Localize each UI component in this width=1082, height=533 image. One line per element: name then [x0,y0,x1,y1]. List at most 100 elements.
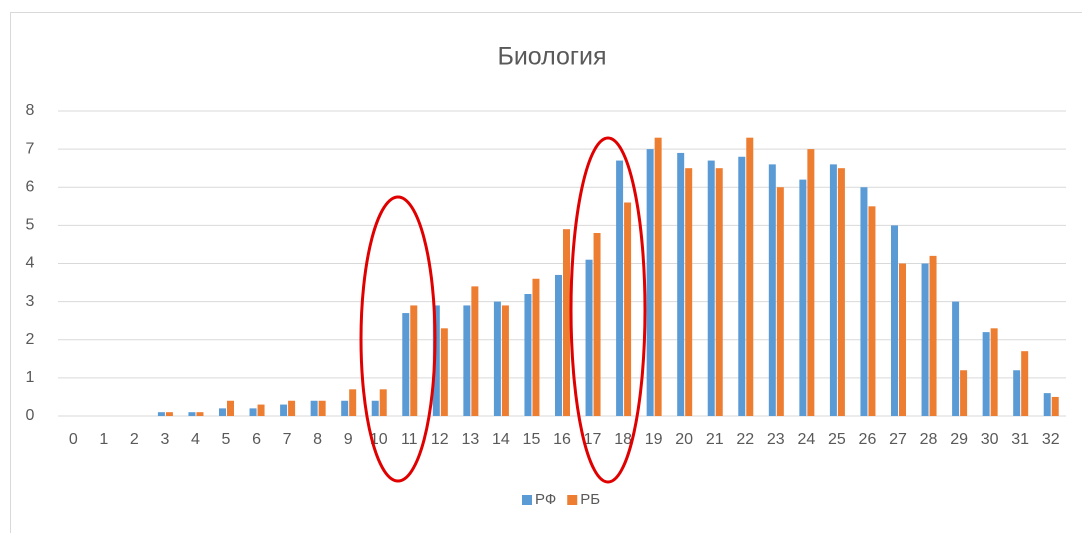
bar [165,412,173,416]
bar [227,400,234,416]
y-tick-label: 5 [26,217,35,234]
y-tick-label: 6 [26,178,35,195]
bar [249,408,257,416]
x-tick-label: 30 [981,431,999,448]
bar [463,305,471,416]
bar [776,187,784,416]
bar [891,225,898,416]
bar [899,263,906,416]
bar [371,400,379,416]
bar [685,168,693,416]
x-tick-label: 24 [797,431,815,448]
x-tick-label: 5 [222,431,231,448]
legend-label: РБ [580,491,600,508]
x-tick-label: 4 [191,431,200,448]
x-tick-label: 25 [828,431,846,448]
x-tick-label: 17 [584,431,602,448]
bar [410,305,418,416]
x-tick-label: 23 [767,431,785,448]
bar [829,164,837,416]
bar [768,164,776,416]
x-tick-label: 29 [950,431,968,448]
x-tick-label: 32 [1042,431,1060,448]
bar [960,370,968,416]
bar [310,400,318,416]
bar [524,294,532,416]
bar [707,160,715,416]
bar [807,149,815,416]
y-tick-label: 8 [26,102,35,119]
x-tick-label: 14 [492,431,510,448]
bar [677,152,685,416]
x-tick-label: 16 [553,431,571,448]
bar [616,160,624,416]
bar [929,255,937,416]
bar [501,305,509,416]
bar [402,313,410,416]
chart-title: Биология [497,43,606,71]
bar [341,400,349,416]
bar [532,278,540,416]
x-tick-label: 1 [99,431,108,448]
chart-border [10,12,1082,533]
highlight-ellipse [359,195,437,483]
bar [982,332,990,416]
bar [654,137,662,416]
x-tick-label: 28 [920,431,938,448]
bar [188,412,196,416]
x-tick-label: 13 [461,431,479,448]
bar [563,229,570,416]
bar [860,187,868,416]
x-tick-label: 22 [736,431,754,448]
bar [1013,370,1021,416]
bar [440,328,448,416]
bar [493,301,501,416]
bar [585,259,593,416]
bar [219,408,226,416]
bar [379,389,387,416]
bar [799,179,807,416]
bar [593,233,601,416]
bar [837,168,845,416]
x-tick-label: 3 [160,431,169,448]
x-tick-label: 27 [889,431,907,448]
x-tick-label: 11 [401,431,418,448]
x-tick-label: 21 [706,431,724,448]
x-tick-label: 6 [252,431,261,448]
y-tick-label: 4 [26,255,35,272]
bar [921,263,929,416]
x-tick-label: 2 [130,431,139,448]
y-tick-label: 1 [26,369,35,386]
bar [715,168,723,416]
y-tick-label: 0 [26,407,35,424]
bar [868,206,876,416]
bar [1051,396,1059,416]
bar [952,301,960,416]
y-tick-label: 7 [26,140,35,157]
legend-swatch [567,495,578,505]
y-tick-label: 3 [26,293,35,310]
bar [555,274,562,416]
bar [432,305,440,416]
bar [1043,393,1051,416]
bar [318,400,326,416]
bar [646,149,654,416]
y-tick-label: 2 [26,331,35,348]
x-tick-label: 18 [614,431,632,448]
x-tick-label: 26 [859,431,877,448]
x-tick-label: 19 [645,431,663,448]
bar [990,328,998,416]
bar [257,404,265,416]
legend-swatch [522,495,532,505]
bar [288,400,296,416]
x-tick-label: 15 [523,431,541,448]
bar [349,389,357,416]
x-tick-label: 8 [313,431,322,448]
x-tick-label: 31 [1011,431,1029,448]
bar [157,412,165,416]
x-tick-label: 7 [283,431,292,448]
bar [738,156,746,416]
bar [280,404,288,416]
bar [1021,351,1029,416]
